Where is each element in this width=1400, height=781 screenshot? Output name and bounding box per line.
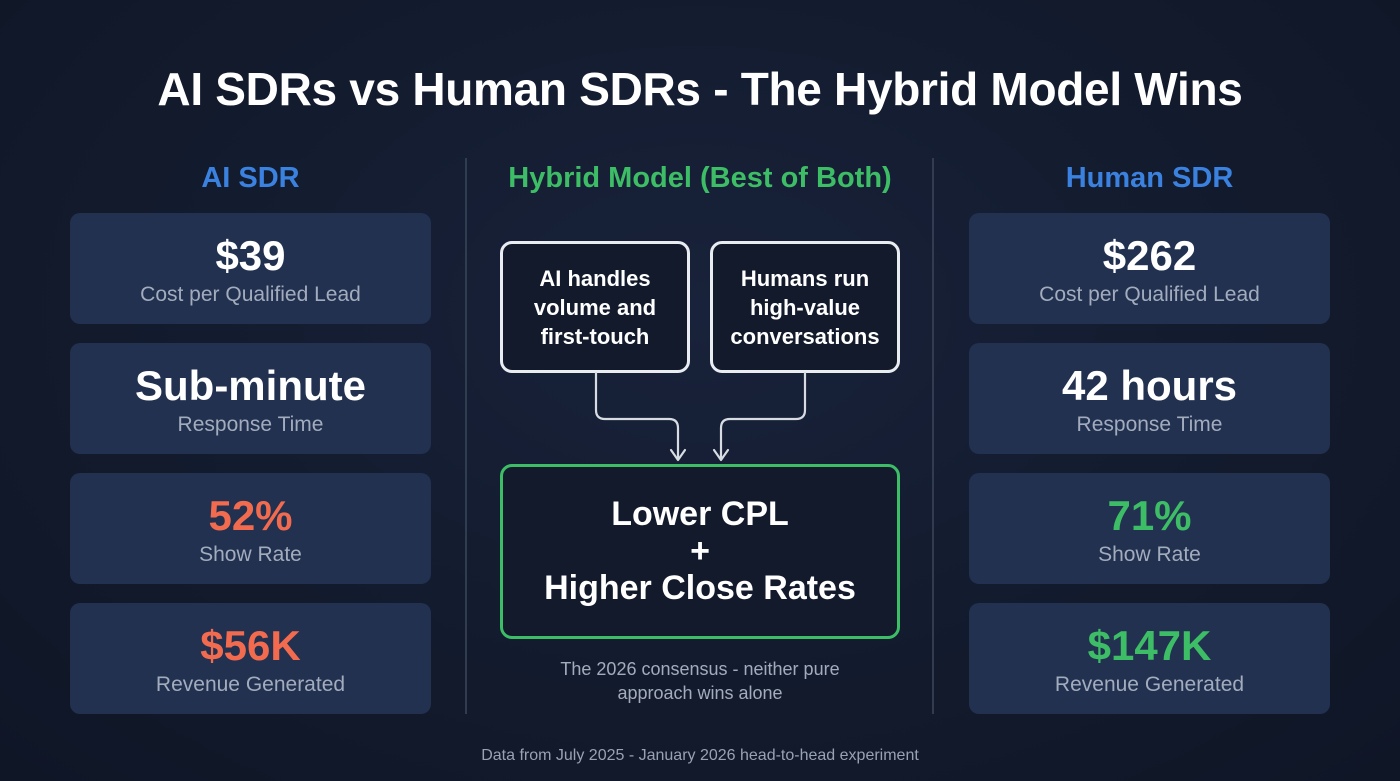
outcome-plus-icon: +: [690, 532, 710, 570]
human-revenue-label: Revenue Generated: [1054, 673, 1245, 696]
ai-response-card: Sub-minute Response Time: [70, 343, 431, 454]
human-cost-card: $262 Cost per Qualified Lead: [969, 213, 1330, 324]
human-revenue-card: $147K Revenue Generated: [969, 603, 1330, 714]
ai-cost-label: Cost per Qualified Lead: [140, 283, 361, 306]
ai-role-line: AI handles: [539, 265, 651, 291]
human-response-card: 42 hours Response Time: [969, 343, 1330, 454]
human-role-line: conversations: [730, 323, 880, 349]
human-revenue-value: $147K: [1087, 622, 1212, 669]
ai-show-rate-value: 52%: [208, 492, 293, 539]
arrow-head-icon: [669, 448, 687, 462]
ai-revenue-label: Revenue Generated: [155, 673, 346, 696]
column-divider-right: [932, 158, 934, 714]
ai-role-box: AI handles volume and first-touch: [500, 241, 690, 373]
human-role-line: high-value: [749, 294, 860, 320]
outcome-line-1: Lower CPL: [611, 495, 789, 533]
ai-revenue-value: $56K: [200, 622, 301, 669]
ai-response-value: Sub-minute: [135, 362, 366, 409]
ai-role-line: first-touch: [540, 323, 650, 349]
arrow-from-human-box: [719, 371, 807, 461]
ai-cost-value: $39: [215, 232, 286, 279]
note-line-1: The 2026 consensus - neither pure: [560, 659, 840, 679]
data-source-footer: Data from July 2025 - January 2026 head-…: [481, 747, 919, 764]
human-response-value: 42 hours: [1061, 362, 1238, 409]
human-show-rate-label: Show Rate: [1098, 543, 1201, 566]
human-response-label: Response Time: [1076, 413, 1223, 436]
ai-role-line: volume and: [533, 294, 657, 320]
human-role-box: Humans run high-value conversations: [710, 241, 900, 373]
ai-show-rate-card: 52% Show Rate: [70, 473, 431, 584]
ai-revenue-card: $56K Revenue Generated: [70, 603, 431, 714]
human-show-rate-value: 71%: [1107, 492, 1192, 539]
human-cost-value: $262: [1102, 232, 1197, 279]
hybrid-outcome-box: Lower CPL + Higher Close Rates: [500, 464, 900, 639]
hybrid-heading: Hybrid Model (Best of Both): [508, 162, 892, 194]
human-show-rate-card: 71% Show Rate: [969, 473, 1330, 584]
column-divider-left: [465, 158, 467, 714]
arrow-head-icon: [712, 448, 730, 462]
outcome-line-2: Higher Close Rates: [544, 569, 856, 607]
hybrid-note: The 2026 consensus - neither pure approa…: [500, 657, 900, 705]
human-role-line: Humans run: [740, 265, 870, 291]
ai-response-label: Response Time: [177, 413, 324, 436]
human-cost-label: Cost per Qualified Lead: [1039, 283, 1260, 306]
note-line-2: approach wins alone: [617, 683, 783, 703]
ai-sdr-heading: AI SDR: [201, 162, 300, 194]
human-sdr-heading: Human SDR: [1065, 162, 1234, 194]
arrow-from-ai-box: [594, 371, 680, 461]
ai-show-rate-label: Show Rate: [199, 543, 302, 566]
page-title: AI SDRs vs Human SDRs - The Hybrid Model…: [157, 63, 1243, 115]
ai-cost-card: $39 Cost per Qualified Lead: [70, 213, 431, 324]
